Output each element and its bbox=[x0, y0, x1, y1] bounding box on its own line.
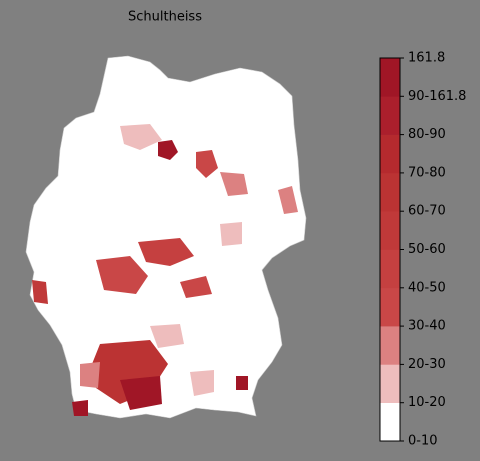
colorbar-label: 80-90 bbox=[408, 127, 446, 142]
colorbar-segment bbox=[380, 364, 400, 403]
colorbar-label: 161.8 bbox=[408, 51, 445, 66]
colorbar-label: 30-40 bbox=[408, 319, 446, 334]
region bbox=[80, 362, 100, 388]
colorbar-segment bbox=[380, 58, 400, 97]
colorbar-label: 90-161.8 bbox=[408, 89, 466, 104]
region bbox=[72, 400, 88, 416]
region bbox=[190, 370, 214, 396]
region bbox=[158, 140, 178, 160]
colorbar-segment bbox=[380, 402, 400, 442]
germany-map bbox=[25, 55, 307, 419]
region bbox=[150, 324, 184, 348]
colorbar-label: 20-30 bbox=[408, 357, 446, 372]
colorbar-segment bbox=[380, 134, 400, 174]
colorbar-label: 0-10 bbox=[408, 434, 438, 449]
region bbox=[236, 376, 248, 390]
region bbox=[138, 238, 194, 266]
colorbar-label: 60-70 bbox=[408, 204, 446, 219]
colorbar-segment bbox=[380, 172, 400, 212]
region bbox=[96, 256, 148, 294]
colorbar-segment bbox=[380, 211, 400, 250]
colorbar-label: 10-20 bbox=[408, 395, 446, 410]
colorbar-segment bbox=[380, 96, 400, 135]
colorbar-segment bbox=[380, 326, 400, 365]
region bbox=[278, 186, 298, 214]
region bbox=[196, 150, 218, 178]
colorbar-label: 70-80 bbox=[408, 165, 446, 180]
colorbar-segment bbox=[380, 249, 400, 289]
region bbox=[220, 222, 242, 246]
colorbar-label: 50-60 bbox=[408, 242, 446, 257]
region bbox=[120, 376, 162, 410]
region bbox=[220, 172, 248, 196]
colorbar-segment bbox=[380, 287, 400, 327]
colorbar-label: 40-50 bbox=[408, 280, 446, 295]
country-outline bbox=[25, 55, 307, 419]
colorbar: 0-10 10-20 20-30 30-40 40-50 50-60 60-70 70-80 8… bbox=[379, 51, 466, 449]
region bbox=[180, 276, 212, 298]
map-title: Schultheiss bbox=[128, 10, 202, 25]
region bbox=[120, 124, 162, 150]
region bbox=[32, 280, 48, 304]
